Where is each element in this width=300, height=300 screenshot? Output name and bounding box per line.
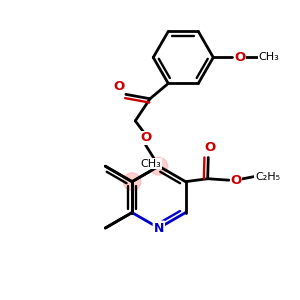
- Text: O: O: [113, 80, 124, 93]
- Text: O: O: [234, 51, 245, 64]
- Circle shape: [123, 173, 141, 190]
- Text: O: O: [140, 131, 151, 144]
- Text: CH₃: CH₃: [259, 52, 279, 62]
- Text: O: O: [230, 174, 241, 187]
- Text: C₂H₅: C₂H₅: [255, 172, 280, 182]
- Text: CH₃: CH₃: [141, 158, 162, 169]
- Circle shape: [150, 158, 168, 175]
- Text: O: O: [204, 141, 215, 154]
- Text: N: N: [154, 221, 164, 235]
